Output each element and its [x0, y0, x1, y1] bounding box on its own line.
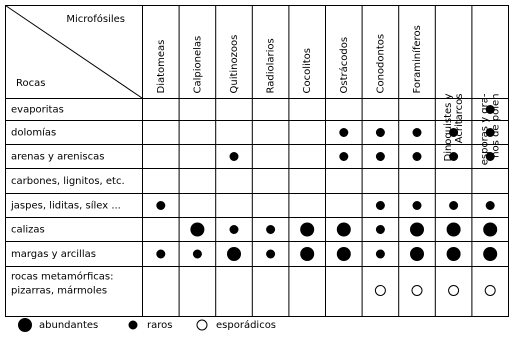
row-label: evaporitas [11, 105, 64, 116]
legend-label: raros [147, 320, 172, 331]
symbol [336, 247, 351, 261]
symbol [300, 247, 315, 261]
symbol [412, 128, 422, 137]
symbol [375, 152, 385, 161]
symbol [485, 105, 495, 114]
column-header: Conodontos [375, 34, 386, 94]
symbol [300, 222, 315, 237]
column-header: Acritarcos [454, 94, 465, 144]
symbol [339, 152, 349, 161]
symbol [128, 320, 138, 330]
symbol [485, 152, 495, 161]
symbol [374, 285, 386, 296]
symbol [266, 225, 276, 234]
symbol [485, 128, 495, 137]
column-header: Radiolarios [266, 38, 277, 93]
column-header: Quitinozoos [229, 35, 240, 94]
column-header: Foraminíferos [411, 25, 423, 93]
symbol [336, 222, 351, 237]
symbol [446, 247, 461, 261]
row-label: margas y arcillas [11, 249, 96, 260]
column-header: Cocolitos [302, 48, 313, 94]
column-header: esporas y gra- [480, 93, 491, 165]
symbol [339, 128, 349, 137]
symbol [375, 201, 385, 210]
legend-label: abundantes [39, 320, 98, 331]
symbol [448, 285, 460, 296]
row-label: arenas y areniscas [11, 152, 104, 163]
symbol [411, 285, 423, 296]
symbol [227, 247, 241, 261]
corner-diagonal [5, 5, 143, 99]
row-label: pizarras, mármoles [11, 285, 107, 297]
column-header: Diatomeas [156, 40, 167, 94]
column-header: Dinoquistes y [443, 93, 454, 161]
symbol [484, 285, 496, 296]
symbol [229, 152, 239, 161]
symbol [375, 128, 385, 137]
column-header: Ostrácodos [338, 37, 350, 94]
symbol [266, 249, 276, 259]
symbol [190, 222, 205, 237]
symbol [196, 319, 208, 331]
symbol [485, 201, 495, 210]
corner-bottom: Rocas [16, 78, 45, 89]
symbol [375, 249, 385, 259]
symbol [156, 249, 166, 259]
symbol [412, 201, 422, 210]
symbol [156, 201, 166, 210]
symbol [449, 128, 459, 137]
symbol [410, 222, 424, 237]
symbol [412, 152, 422, 161]
row-label: rocas metamórficas: [11, 271, 113, 283]
symbol [18, 318, 32, 332]
legend-label: esporádicos [216, 319, 276, 331]
symbol [192, 249, 202, 259]
row-label: calizas [11, 225, 45, 236]
symbol [449, 201, 459, 210]
row-label: carbones, lignitos, etc. [11, 176, 125, 187]
symbol [449, 152, 459, 161]
symbol [483, 222, 498, 237]
column-header: nos de polen [491, 94, 502, 158]
symbol [375, 225, 385, 234]
column-header: Calpionelas [192, 36, 203, 94]
symbol [446, 222, 461, 237]
symbol [229, 225, 239, 234]
corner-top: Microfósiles [66, 13, 125, 25]
row-label: jaspes, liditas, sílex ... [10, 200, 121, 212]
symbol [410, 247, 424, 261]
symbol [483, 247, 498, 261]
row-label: dolomías [11, 127, 56, 139]
